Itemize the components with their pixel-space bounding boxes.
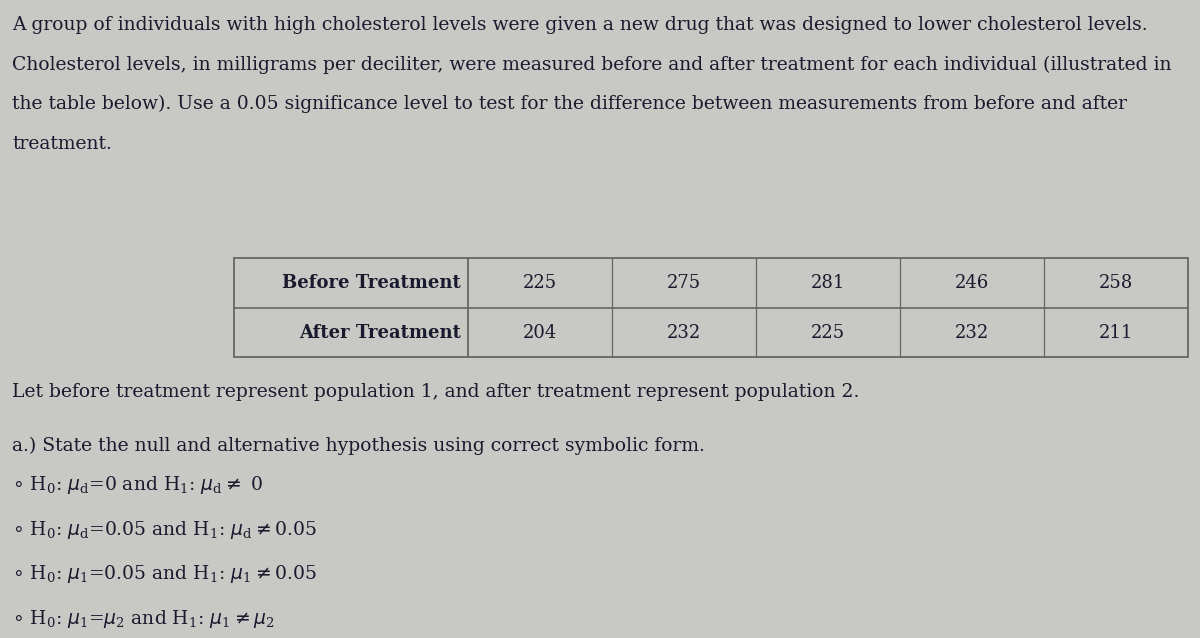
Text: 225: 225 xyxy=(811,323,845,341)
Text: $\circ$ H$_\mathregular{0}$: $\mu_\mathregular{1}$=0.05 and H$_\mathregular{1}$:: $\circ$ H$_\mathregular{0}$: $\mu_\mathr… xyxy=(12,563,317,585)
Text: Before Treatment: Before Treatment xyxy=(282,274,461,292)
Text: After Treatment: After Treatment xyxy=(299,323,461,341)
Text: 232: 232 xyxy=(955,323,989,341)
Text: 275: 275 xyxy=(667,274,701,292)
Text: Cholesterol levels, in milligrams per deciliter, were measured before and after : Cholesterol levels, in milligrams per de… xyxy=(12,56,1171,74)
Text: 258: 258 xyxy=(1099,274,1133,292)
Text: 225: 225 xyxy=(523,274,557,292)
Text: $\circ$ H$_\mathregular{0}$: $\mu_\mathregular{d}$=0.05 and H$_\mathregular{1}$:: $\circ$ H$_\mathregular{0}$: $\mu_\mathr… xyxy=(12,519,317,540)
Text: a.) State the null and alternative hypothesis using correct symbolic form.: a.) State the null and alternative hypot… xyxy=(12,437,704,456)
Text: 246: 246 xyxy=(955,274,989,292)
Text: $\circ$ H$_\mathregular{0}$: $\mu_\mathregular{d}$=0 and H$_\mathregular{1}$: $\: $\circ$ H$_\mathregular{0}$: $\mu_\mathr… xyxy=(12,474,264,496)
Text: 204: 204 xyxy=(523,323,557,341)
Text: treatment.: treatment. xyxy=(12,135,112,152)
Text: Let before treatment represent population 1, and after treatment represent popul: Let before treatment represent populatio… xyxy=(12,383,859,401)
Text: the table below). Use a 0.05 significance level to test for the difference betwe: the table below). Use a 0.05 significanc… xyxy=(12,95,1127,114)
Text: 281: 281 xyxy=(811,274,845,292)
Bar xyxy=(234,258,1188,357)
Text: $\circ$ H$_\mathregular{0}$: $\mu_\mathregular{1}$=$\mu_\mathregular{2}$ and H$_: $\circ$ H$_\mathregular{0}$: $\mu_\mathr… xyxy=(12,608,275,630)
Text: A group of individuals with high cholesterol levels were given a new drug that w: A group of individuals with high cholest… xyxy=(12,16,1147,34)
Text: 232: 232 xyxy=(667,323,701,341)
Text: 211: 211 xyxy=(1099,323,1133,341)
